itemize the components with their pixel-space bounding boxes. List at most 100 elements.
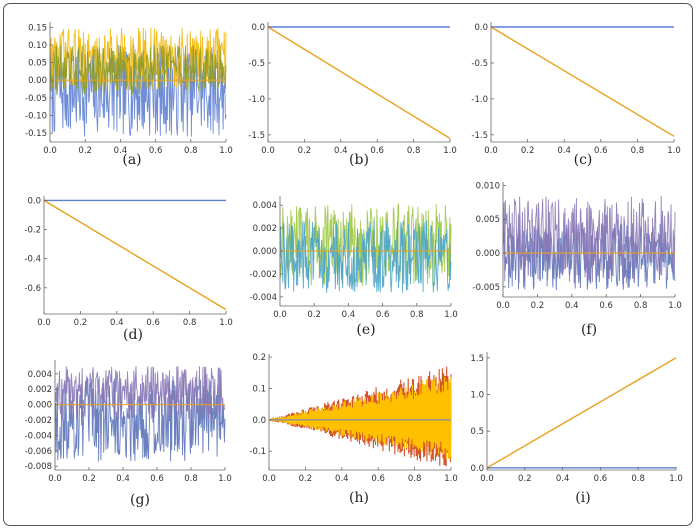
y-tick-label: 1.5 (470, 354, 484, 364)
x-tick-label: 0.2 (518, 474, 532, 484)
series-purple-band (54, 366, 226, 420)
panel-a: 0.0 0.2 0.4 0.6 0.8 1.0 0.15 0.10 0.05 0.00 -0.05 -… (25, 22, 233, 156)
y-tick-label: -0.004 (250, 293, 277, 303)
x-tick-label: 0.2 (74, 318, 88, 328)
x-tick-label: 1.0 (443, 146, 457, 156)
y-tick-label: 0.5 (470, 427, 484, 437)
y-tick-label: -0.2 (24, 226, 41, 236)
y-tick-label: 0.15 (28, 23, 47, 33)
x-tick-label: 0.4 (557, 146, 571, 156)
y-tick-label: 0.0 (251, 23, 265, 33)
x-tick-label: 0.8 (184, 474, 198, 484)
x-tick-label: 0.0 (262, 474, 276, 484)
y-tick-label: -1.5 (248, 131, 265, 141)
x-tick-label: 0.0 (480, 474, 494, 484)
y-tick-label: 0.10 (28, 41, 47, 51)
y-tick-label: 0.1 (252, 384, 266, 394)
series-linear-growth (486, 357, 677, 469)
y-tick-label: -1.0 (471, 95, 488, 105)
y-tick-label: -0.002 (250, 270, 277, 280)
panel-c: 0.0 0.2 0.4 0.6 0.8 1.0 0.0 -0.5 -1.0 -1.5 (471, 22, 681, 156)
caption-h: (h) (349, 490, 369, 506)
plot-area (267, 26, 451, 139)
x-tick-label: 0.6 (376, 310, 390, 320)
y-tick-label: -1.5 (471, 131, 488, 141)
plot-area (502, 195, 676, 291)
panel-e: 0.0 0.2 0.4 0.6 0.8 1.0 0.004 0.002 0.000 -0.002 -… (250, 196, 458, 320)
y-tick-label: -1.0 (248, 95, 265, 105)
caption-f: (f) (580, 322, 598, 338)
x-tick-label: 0.2 (521, 146, 535, 156)
plot-area (49, 27, 227, 137)
x-tick-label: 0.6 (594, 146, 608, 156)
x-tick-label: 0.4 (556, 474, 570, 484)
caption-c: (c) (573, 152, 593, 168)
x-tick-label: 0.6 (370, 146, 384, 156)
series-teal-band (279, 220, 452, 293)
y-tick-label: -0.004 (25, 431, 52, 441)
x-tick-label: 0.2 (531, 301, 545, 311)
y-tick-label: -0.05 (25, 94, 47, 104)
x-tick-label: 0.0 (484, 146, 498, 156)
x-tick-label: 1.0 (668, 301, 682, 311)
panel-h: 0.0 0.2 0.4 0.6 0.8 1.0 0.2 0.1 0.0 -0.1 (249, 353, 457, 484)
x-tick-label: 0.4 (565, 301, 579, 311)
plot-area (43, 199, 227, 311)
y-tick-label: -0.6 (24, 284, 41, 294)
x-tick-label: 1.0 (219, 318, 233, 328)
panel-i: 0.0 0.2 0.4 0.6 0.8 1.0 1.5 1.0 0.5 0.0 (470, 352, 683, 484)
x-tick-label: 1.0 (444, 310, 458, 320)
y-tick-label: 0.010 (476, 181, 500, 191)
y-tick-label: -0.5 (248, 59, 265, 69)
x-tick-label: 0.0 (37, 318, 51, 328)
x-tick-label: 0.4 (334, 146, 348, 156)
x-tick-label: 0.8 (408, 474, 422, 484)
y-tick-label: 0.000 (253, 247, 277, 257)
caption-g: (g) (130, 492, 150, 508)
series-purple-band (502, 195, 676, 284)
x-tick-label: 1.0 (669, 474, 683, 484)
y-tick-label: -0.4 (24, 255, 41, 265)
x-tick-label: 0.6 (149, 146, 163, 156)
x-tick-label: 0.6 (371, 474, 385, 484)
plot-area (279, 202, 452, 293)
caption-e: (e) (356, 322, 376, 338)
x-tick-label: 0.8 (407, 146, 421, 156)
panel-b: 0.0 0.2 0.4 0.6 0.8 1.0 0.0 -0.5 -1.0 -1.5 (248, 22, 457, 156)
caption-d: (d) (123, 327, 143, 343)
y-tick-label: -0.005 (473, 283, 500, 293)
x-tick-label: 0.0 (48, 474, 62, 484)
y-tick-label: -0.1 (249, 447, 266, 457)
y-tick-label: 0.000 (28, 401, 52, 411)
panel-f: 0.0 0.2 0.4 0.6 0.8 1.0 0.010 0.005 0.000 -0.005 (473, 181, 682, 311)
y-tick-label: 0.005 (476, 215, 500, 225)
x-tick-label: 0.6 (599, 301, 613, 311)
x-tick-label: 1.0 (219, 146, 233, 156)
plot-area (486, 357, 677, 469)
x-tick-label: 0.0 (43, 146, 57, 156)
x-tick-label: 0.0 (496, 301, 510, 311)
x-tick-label: 0.4 (116, 474, 130, 484)
x-tick-label: 0.8 (184, 146, 198, 156)
y-tick-label: 0.004 (28, 370, 52, 380)
x-tick-label: 0.2 (78, 146, 92, 156)
y-tick-label: 0.0 (27, 196, 41, 206)
y-tick-label: -0.15 (25, 129, 47, 139)
x-tick-label: 0.2 (307, 310, 321, 320)
y-tick-label: -0.10 (25, 112, 47, 122)
x-tick-label: 0.2 (82, 474, 96, 484)
x-tick-label: 0.8 (410, 310, 424, 320)
x-tick-label: 1.0 (667, 146, 681, 156)
series-olive-band (49, 45, 227, 95)
x-tick-label: 0.4 (335, 474, 349, 484)
caption-b: (b) (349, 152, 369, 168)
y-tick-label: 0.2 (252, 353, 266, 363)
series-linear-decay (490, 26, 675, 137)
x-tick-label: 0.8 (631, 474, 645, 484)
x-tick-label: 0.6 (146, 318, 160, 328)
plot-area (54, 366, 226, 462)
x-tick-label: 0.4 (342, 310, 356, 320)
x-tick-label: 0.2 (298, 146, 312, 156)
x-tick-label: 0.4 (110, 318, 124, 328)
x-tick-label: 0.8 (634, 301, 648, 311)
